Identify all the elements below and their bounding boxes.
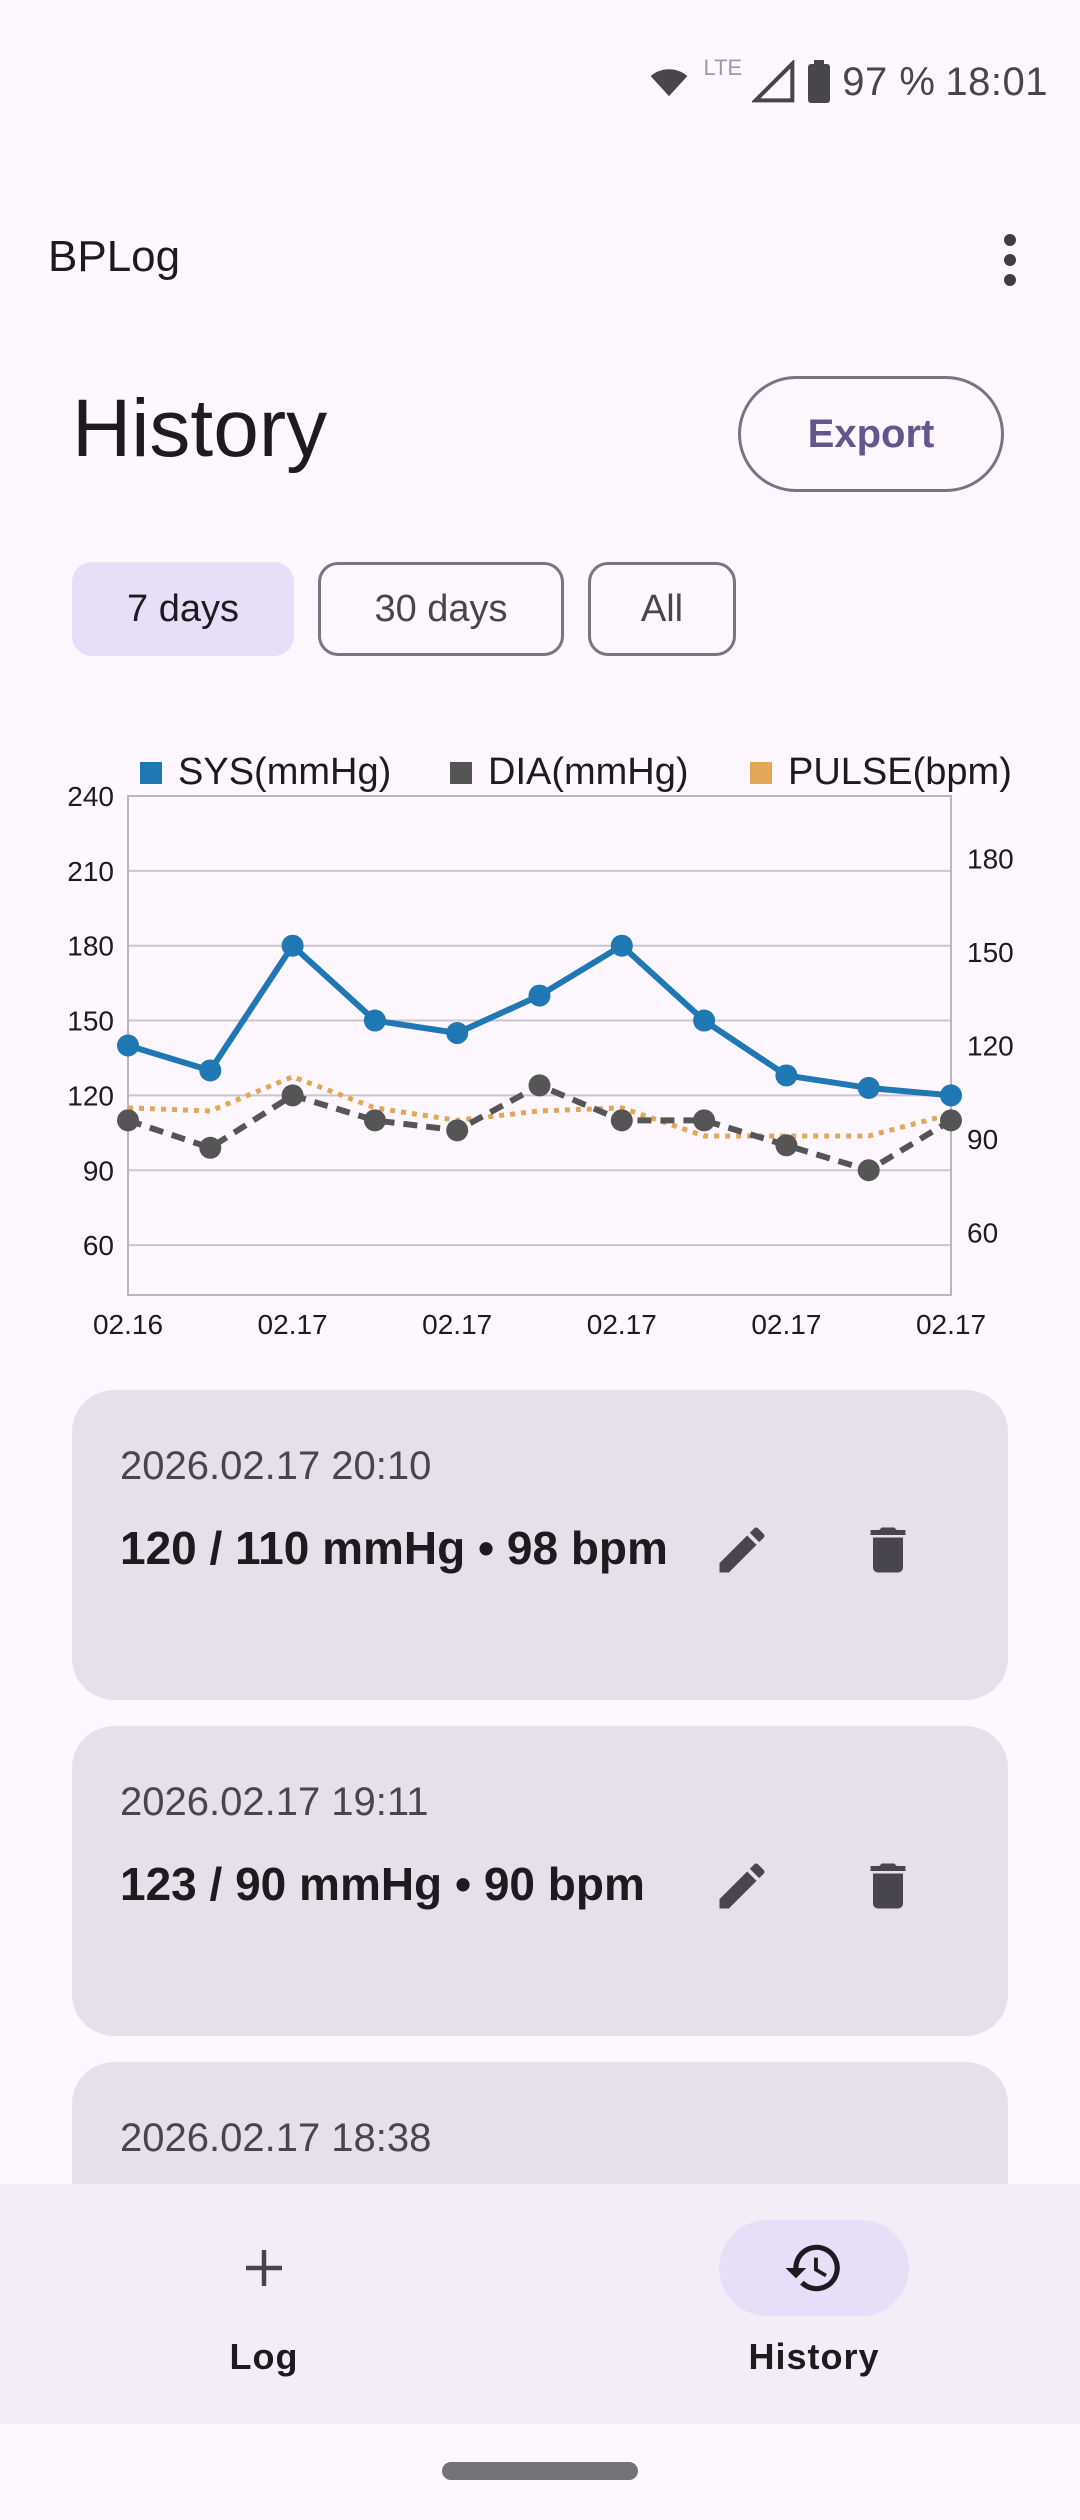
- data-point-sysmmhg: [528, 984, 551, 1007]
- plus-icon: [246, 2250, 282, 2286]
- legend-label: PULSE(bpm): [788, 751, 1012, 793]
- data-point-sysmmhg: [857, 1076, 880, 1099]
- data-point-sysmmhg: [117, 1034, 139, 1057]
- x-tick-label: 02.17: [916, 1309, 986, 1340]
- data-point-sysmmhg: [693, 1009, 716, 1032]
- data-point-sysmmhg: [940, 1084, 962, 1107]
- entry-datetime: 2026.02.17 20:10: [120, 1444, 432, 1488]
- x-tick-label: 02.17: [751, 1309, 821, 1340]
- y-tick-label-right: 90: [967, 1124, 998, 1155]
- battery-icon: [808, 60, 831, 103]
- entry-card[interactable]: 2026.02.17 19:11 123 / 90 mmHg • 90 bpm: [72, 1726, 1008, 2036]
- signal-icon: [752, 60, 795, 103]
- data-point-diammhg: [610, 1109, 633, 1132]
- nav-label-log: Log: [229, 2336, 299, 2377]
- data-point-sysmmhg: [281, 934, 304, 957]
- entry-reading: 120 / 110 mmHg • 98 bpm: [120, 1522, 668, 1574]
- data-point-sysmmhg: [775, 1064, 798, 1087]
- y-tick-label-left: 90: [83, 1155, 114, 1186]
- y-tick-label-left: 180: [67, 931, 114, 962]
- entry-reading: 123 / 90 mmHg • 90 bpm: [120, 1858, 645, 1910]
- status-bar: LTE 97 % 18:01: [0, 0, 1080, 160]
- legend-swatch: [140, 762, 162, 784]
- bottom-navigation: Log History: [0, 2184, 1080, 2424]
- y-tick-label-left: 150: [67, 1006, 114, 1037]
- filter-chip-30-days[interactable]: 30 days: [318, 562, 564, 656]
- filter-chip-7-days[interactable]: 7 days: [72, 562, 294, 656]
- legend-swatch: [450, 762, 472, 784]
- app-title: BPLog: [48, 232, 181, 281]
- data-point-sysmmhg: [363, 1009, 386, 1032]
- data-point-diammhg: [446, 1119, 469, 1142]
- legend-swatch: [750, 762, 772, 784]
- x-tick-label: 02.17: [587, 1309, 657, 1340]
- y-tick-label-right: 180: [967, 843, 1014, 874]
- gesture-handle: [442, 2462, 638, 2480]
- more-options-icon[interactable]: [980, 230, 1040, 290]
- data-point-sysmmhg: [610, 934, 633, 957]
- history-icon: [785, 2244, 840, 2292]
- legend-label: DIA(mmHg): [488, 751, 689, 793]
- x-tick-label: 02.16: [93, 1309, 163, 1340]
- nav-item-history[interactable]: History: [684, 2220, 944, 2390]
- data-point-diammhg: [775, 1134, 798, 1157]
- data-point-diammhg: [857, 1159, 880, 1182]
- data-point-diammhg: [940, 1109, 962, 1132]
- entry-card[interactable]: 2026.02.17 20:10 120 / 110 mmHg • 98 bpm: [72, 1390, 1008, 1700]
- series-line-pulsebpm: [127, 1074, 952, 1139]
- data-point-diammhg: [693, 1109, 716, 1132]
- data-point-diammhg: [363, 1109, 386, 1132]
- data-point-diammhg: [199, 1136, 222, 1159]
- network-type: LTE: [703, 55, 743, 80]
- y-tick-label-right: 120: [967, 1031, 1014, 1062]
- entry-datetime: 2026.02.17 18:38: [120, 2116, 432, 2160]
- data-point-diammhg: [528, 1074, 551, 1097]
- data-point-sysmmhg: [446, 1022, 469, 1045]
- y-tick-label-right: 150: [967, 937, 1014, 968]
- y-tick-label-right: 60: [967, 1218, 998, 1249]
- x-tick-label: 02.17: [422, 1309, 492, 1340]
- legend-label: SYS(mmHg): [178, 751, 391, 793]
- bp-history-chart: 240 210 180 150 120 90 60 180 150 120 90 60 02.16 02.…: [67, 751, 1014, 1340]
- top-app-bar: BPLog: [0, 210, 1080, 310]
- series-line-diammhg: [127, 1082, 953, 1174]
- x-tick-label: 02.17: [258, 1309, 328, 1340]
- data-point-diammhg: [281, 1084, 304, 1107]
- page-title: History: [72, 383, 328, 474]
- clock: 18:01: [945, 59, 1048, 104]
- delete-icon[interactable]: [848, 1510, 928, 1590]
- data-point-sysmmhg: [199, 1059, 222, 1082]
- battery-level: 97 %: [842, 59, 936, 104]
- wifi-icon: [650, 69, 687, 97]
- y-tick-label-left: 120: [67, 1080, 114, 1111]
- export-button[interactable]: Export: [738, 376, 1004, 492]
- entry-datetime: 2026.02.17 19:11: [120, 1780, 429, 1824]
- delete-icon[interactable]: [848, 1846, 928, 1926]
- y-tick-label-left: 60: [83, 1230, 114, 1261]
- nav-item-log[interactable]: Log: [134, 2220, 394, 2390]
- nav-label-history: History: [748, 2336, 880, 2377]
- y-tick-label-left: 240: [67, 781, 114, 812]
- y-tick-label-left: 210: [67, 856, 114, 887]
- edit-icon[interactable]: [702, 1846, 782, 1926]
- edit-icon[interactable]: [702, 1510, 782, 1590]
- filter-chip-all[interactable]: All: [588, 562, 736, 656]
- data-point-diammhg: [117, 1109, 139, 1132]
